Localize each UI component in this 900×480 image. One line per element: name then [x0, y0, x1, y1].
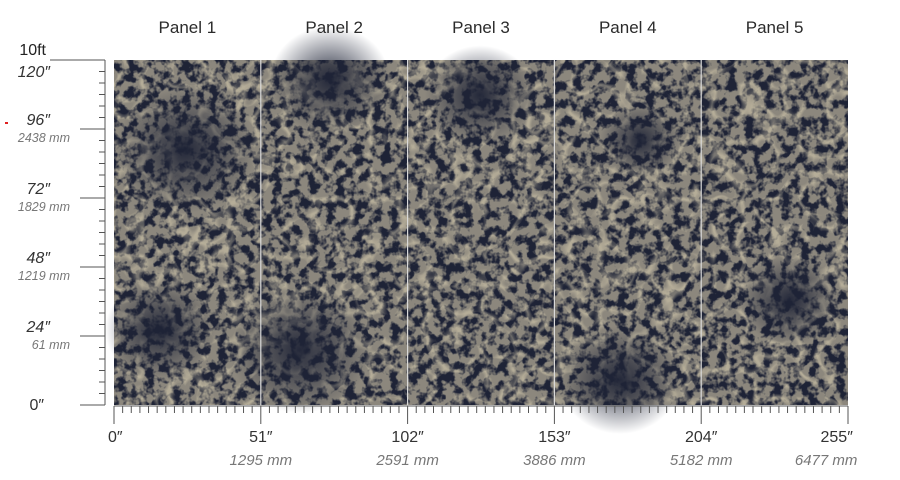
- x-tick-mm-label: 3886 mm: [523, 452, 586, 469]
- panel-label: Panel 5: [745, 18, 804, 37]
- pattern-shadow-area: [230, 287, 370, 413]
- y-tick-label: 120″: [17, 64, 50, 81]
- y-tick-label: 48″: [26, 250, 50, 267]
- x-tick-mm-label: 1295 mm: [229, 452, 293, 469]
- pattern-shadow-area: [740, 255, 840, 345]
- pattern-shadow-area: [600, 104, 680, 176]
- pattern-shadow-area: [425, 45, 535, 145]
- y-tick-mm-label: 2438 mm: [17, 131, 70, 145]
- x-tick-label: 0″: [108, 429, 123, 446]
- panel-label: Panel 1: [158, 18, 217, 37]
- x-tick-label: 204″: [685, 429, 718, 446]
- y-tick-label: 0″: [29, 397, 44, 414]
- pattern-shadow-area: [105, 280, 215, 380]
- pattern-shadow-area: [115, 87, 255, 213]
- x-tick-label: 153″: [538, 429, 571, 446]
- panel-label: Panel 2: [305, 18, 364, 37]
- y-tick-label: 96″: [26, 112, 50, 129]
- x-tick-mm-label: 6477 mm: [794, 452, 858, 469]
- y-tick-label: 24″: [26, 319, 50, 336]
- x-tick-label: 255″: [820, 429, 853, 446]
- panel-label: Panel 4: [598, 18, 657, 37]
- x-tick-mm-label: 5182 mm: [669, 452, 733, 469]
- pattern-shadow-area: [560, 326, 680, 434]
- y-tick-mm-label: 1219 mm: [17, 269, 70, 283]
- pattern-shadow-area: [270, 26, 390, 134]
- x-tick-label: 102″: [391, 429, 424, 446]
- position-marker: [5, 122, 8, 124]
- y-top-unit-label: 10ft: [19, 42, 46, 59]
- y-tick-label: 72″: [26, 181, 50, 198]
- y-tick-mm-label: 61 mm: [31, 338, 70, 352]
- y-tick-mm-label: 1829 mm: [17, 200, 70, 214]
- panel-label: Panel 3: [452, 18, 510, 37]
- x-tick-label: 51″: [249, 429, 273, 446]
- x-tick-mm-label: 2591 mm: [376, 452, 439, 469]
